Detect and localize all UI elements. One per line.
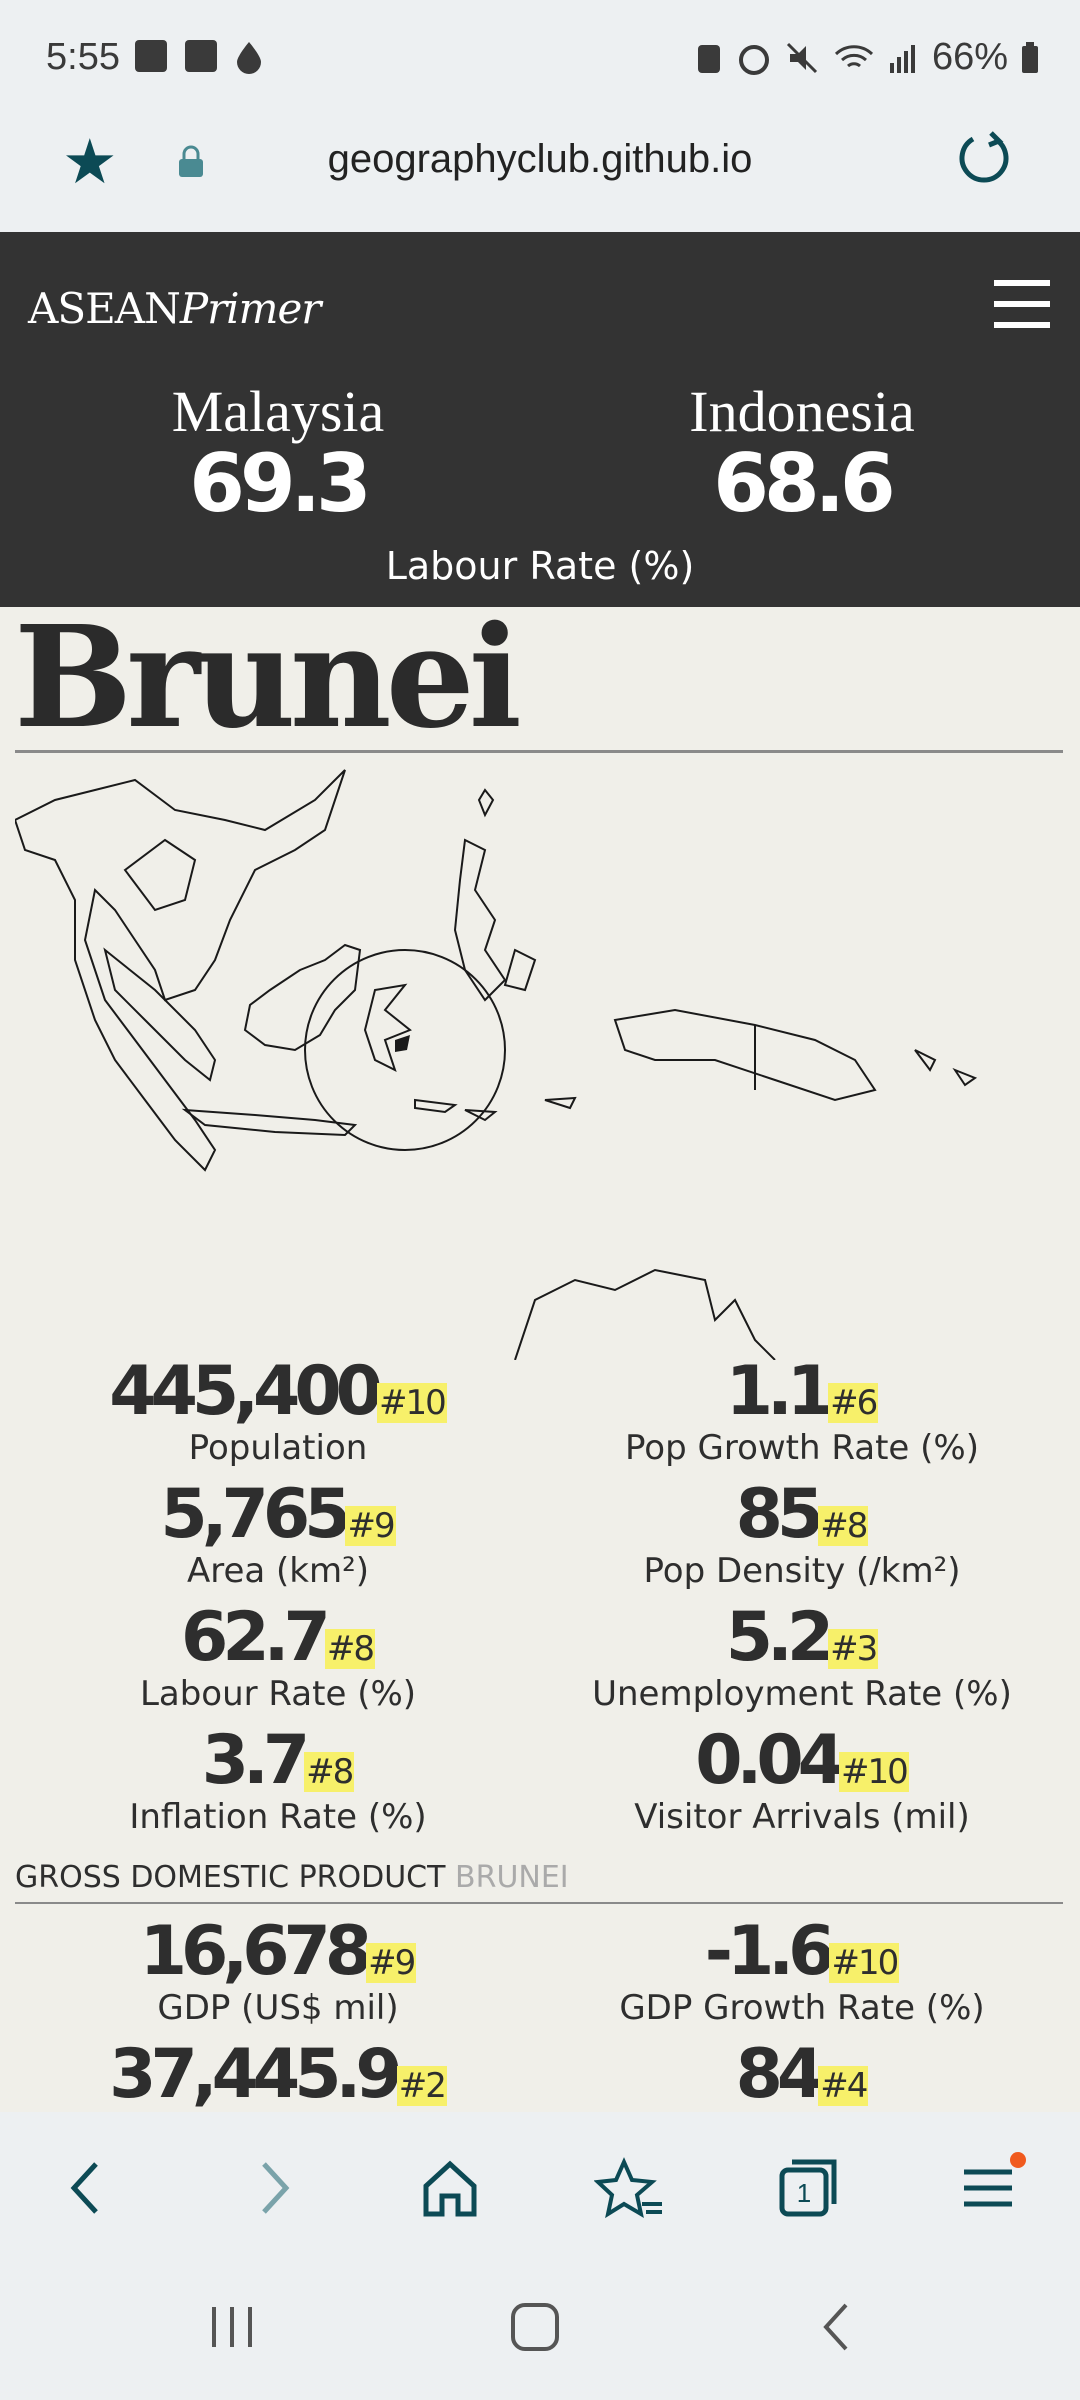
stat-gdp-growth: -1.6#10 GDP Growth Rate (%) xyxy=(532,1918,1072,2029)
rank-badge: #6 xyxy=(828,1383,878,1423)
stat-label: Labour Rate (%) xyxy=(139,1674,417,1714)
stat-label: Unemployment Rate (%) xyxy=(592,1674,1012,1714)
status-time: 5:55 xyxy=(46,36,120,78)
recent-apps-icon[interactable] xyxy=(202,2297,262,2357)
stat-population: 445,400#10 Population xyxy=(8,1358,548,1468)
stat-value: 0.04 xyxy=(695,1721,845,1800)
battery-saver-icon xyxy=(697,44,720,73)
stat-gdp-other: 84#4 xyxy=(532,2041,1072,2109)
compare-country: Malaysia xyxy=(171,379,385,444)
browser-url-bar: ★ geographyclub.github.io xyxy=(0,115,1080,232)
menu-icon[interactable] xyxy=(994,280,1050,336)
site-header: ASEANPrimer Malaysia 69.3 Indonesia 68.6… xyxy=(0,232,1080,607)
stat-value: 1.1 xyxy=(725,1352,834,1431)
rank-badge: #9 xyxy=(345,1506,396,1546)
rank-badge: #3 xyxy=(828,1629,878,1669)
signal-icon xyxy=(889,44,915,73)
wifi-icon xyxy=(834,44,873,67)
stat-value: 62.7 xyxy=(181,1598,331,1677)
divider xyxy=(15,1902,1063,1904)
rank-badge: #4 xyxy=(818,2066,868,2106)
stat-value: 445,400 xyxy=(109,1352,383,1431)
system-back-icon[interactable] xyxy=(808,2297,868,2357)
stat-value: 3.7 xyxy=(201,1721,310,1800)
rank-badge: #10 xyxy=(376,1383,447,1423)
alarm-icon xyxy=(738,44,769,75)
back-icon[interactable] xyxy=(52,2152,124,2224)
stat-value: 5.2 xyxy=(725,1598,834,1677)
drop-icon xyxy=(237,42,261,74)
stat-value: 5,765 xyxy=(160,1475,351,1554)
url-field[interactable]: geographyclub.github.io xyxy=(327,137,753,181)
battery-icon xyxy=(1022,41,1038,73)
system-nav-bar xyxy=(0,2257,1080,2400)
region-map xyxy=(15,769,978,1360)
home-icon[interactable] xyxy=(414,2152,486,2224)
battery-percent: 66% xyxy=(931,36,1008,78)
stat-unemployment: 5.2#3 Unemployment Rate (%) xyxy=(532,1604,1072,1715)
rank-badge: #9 xyxy=(366,1943,416,1983)
stat-label: Visitor Arrivals (mil) xyxy=(634,1797,970,1837)
stat-visitor-arrivals: 0.04#10 Visitor Arrivals (mil) xyxy=(532,1727,1072,1838)
stat-label: GDP (US$ mil) xyxy=(157,1988,399,2028)
rank-badge: #10 xyxy=(829,1943,900,1983)
stat-gdp: 16,678#9 GDP (US$ mil) xyxy=(8,1918,548,2029)
stat-label: Pop Density (/km²) xyxy=(643,1551,961,1591)
browser-nav-bar: 1 xyxy=(0,2112,1080,2257)
notification-dot xyxy=(1010,2152,1026,2168)
stat-label: Population xyxy=(188,1428,368,1468)
stat-label: Area (km²) xyxy=(186,1551,370,1591)
compare-metric-label: Labour Rate (%) xyxy=(385,544,695,588)
stat-area: 5,765#9 Area (km²) xyxy=(8,1481,548,1592)
rank-badge: #8 xyxy=(818,1506,868,1546)
compare-right: Indonesia 68.6 xyxy=(532,380,1072,524)
stat-value: 37,445.9 xyxy=(109,2035,403,2114)
site-logo[interactable]: ASEANPrimer xyxy=(28,284,321,333)
stat-value: -1.6 xyxy=(704,1912,836,1991)
section-heading-gdp: GROSS DOMESTIC PRODUCT BRUNEI xyxy=(15,1860,569,1895)
rank-badge: #8 xyxy=(324,1629,375,1669)
stat-pop-growth: 1.1#6 Pop Growth Rate (%) xyxy=(532,1358,1072,1469)
compare-country: Indonesia xyxy=(689,379,915,444)
stat-value: 85 xyxy=(735,1475,825,1554)
menu-icon[interactable] xyxy=(954,2152,1026,2224)
stat-value: 84 xyxy=(735,2035,825,2114)
lock-icon[interactable] xyxy=(176,145,206,179)
mute-icon xyxy=(786,42,817,73)
reload-icon[interactable] xyxy=(955,129,1013,187)
brunei-highlight xyxy=(395,1035,410,1052)
stat-gdp-per-capita: 37,445.9#2 xyxy=(8,2041,548,2109)
rank-badge: #8 xyxy=(304,1752,354,1792)
stat-label: Inflation Rate (%) xyxy=(129,1797,427,1837)
compare-left: Malaysia 69.3 xyxy=(8,380,548,524)
home-button-icon[interactable] xyxy=(505,2297,565,2357)
bookmark-star-icon[interactable]: ★ xyxy=(62,125,118,198)
stat-value: 16,678 xyxy=(139,1912,372,1991)
compare-value: 69.3 xyxy=(189,436,371,530)
stat-label: Pop Growth Rate (%) xyxy=(625,1428,979,1468)
compare-value: 68.6 xyxy=(713,436,895,530)
divider xyxy=(15,750,1063,753)
page-title: Brunei xyxy=(14,596,522,760)
tab-count: 1 xyxy=(797,2178,811,2208)
bookmarks-icon[interactable] xyxy=(594,2152,666,2224)
stat-labour-rate: 62.7#8 Labour Rate (%) xyxy=(8,1604,548,1715)
forward-icon[interactable] xyxy=(236,2152,308,2224)
tabs-icon[interactable]: 1 xyxy=(772,2152,844,2224)
rank-badge: #10 xyxy=(839,1752,909,1792)
gallery-icon xyxy=(135,40,167,72)
stat-inflation: 3.7#8 Inflation Rate (%) xyxy=(8,1727,548,1838)
stat-label: GDP Growth Rate (%) xyxy=(619,1988,985,2028)
status-bar: 5:55 66% xyxy=(0,0,1080,115)
rank-badge: #2 xyxy=(396,2066,447,2106)
checkbox-notification-icon xyxy=(185,40,217,72)
stat-pop-density: 85#8 Pop Density (/km²) xyxy=(532,1481,1072,1592)
